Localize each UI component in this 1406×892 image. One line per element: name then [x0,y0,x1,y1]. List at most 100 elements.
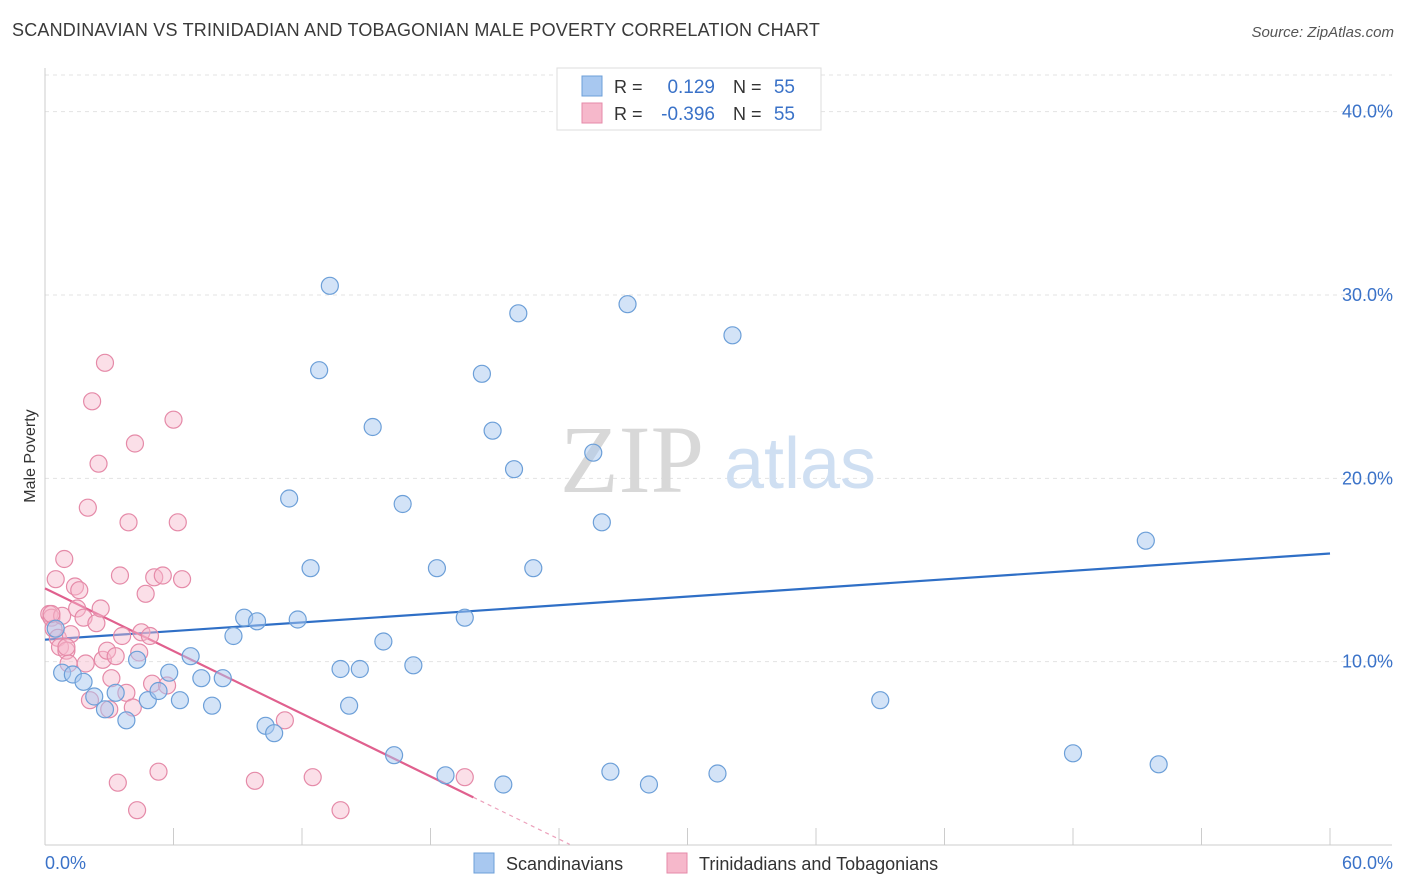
y-tick-label: 40.0% [1342,102,1393,122]
trinidadian-point [106,647,125,666]
scandinavian-point [374,632,393,651]
scandinavian-point [310,361,329,380]
scandinavian-point [494,775,513,794]
trinidadian-point [76,654,95,673]
watermark-atlas: atlas [724,424,876,504]
legend-swatch-trinidadians [666,852,688,874]
trinidadian-point [331,801,350,820]
trinidadian-point [164,410,183,429]
trinidadian-point [119,513,138,532]
y-tick-label: 10.0% [1342,652,1393,672]
x-tick-label: 60.0% [1342,853,1393,873]
scandinavian-point [170,691,190,710]
trinidadian-trend-line [44,587,474,799]
scandinavian-point [404,656,423,675]
y-tick-label: 20.0% [1342,468,1393,488]
trinidadian-point [70,581,89,600]
trinidadian-point [57,637,76,657]
scandinavian-point [427,559,447,578]
trinidadian-point [136,584,155,603]
scandinavian-point [384,746,404,765]
scandinavian-point [1136,531,1155,550]
trinidadian-point [78,498,97,517]
scandinavian-point [224,626,243,646]
source-credit: Source: ZipAtlas.com [1251,24,1394,41]
scandinavian-point [74,672,93,691]
trinidadian-point [95,353,115,372]
trinidadian-point [140,626,160,646]
scandinavian-point [871,691,890,710]
stats-r-label-2: R = [614,104,643,124]
scandinavian-trend-line [44,552,1331,641]
stats-legend: R = 0.129 N = 55 R = -0.396 N = 55 [556,67,822,131]
scandinavian-point [592,513,611,532]
scandinavian-point [95,700,115,719]
trinidadian-point [91,599,110,618]
scandinavian-point [202,696,222,715]
scandinavian-point [117,711,136,730]
chart-title: SCANDINAVIAN VS TRINIDADIAN AND TOBAGONI… [12,20,821,40]
y-tick-label: 30.0% [1342,285,1393,305]
scandinavian-point [320,276,339,295]
trinidadian-point [68,599,87,618]
scandinavian-point [247,612,267,631]
scandinavian-point [723,326,742,345]
scandinavian-point [280,489,299,508]
scandinavian-point [265,724,284,743]
scandinavian-point [106,683,125,702]
stats-n-value-1: 55 [774,77,795,98]
scandinavian-point [127,650,147,669]
scandinavian-point [149,681,168,701]
trinidadian-point [245,771,264,790]
trinidadian-trend-extension [473,796,570,845]
scandinavian-point [1063,744,1083,763]
scandinavian-point [340,696,359,715]
scandinavian-point [393,494,412,514]
scandinavian-point [46,619,65,638]
trinidadian-point [303,768,322,787]
trinidadian-point [455,768,474,787]
trinidadian-point [110,566,130,585]
trinidadian-point [172,570,192,589]
legend-label-scandinavians: Scandinavians [506,854,623,874]
y-axis-label: Male Poverty [22,409,39,502]
trinidadian-point [153,566,172,585]
scandinavian-point [181,647,200,666]
trinidadian-point [125,434,145,453]
scandinavian-point [350,659,369,679]
legend-label-trinidadians: Trinidadians and Tobagonians [699,854,938,874]
scandinavian-point [584,443,603,462]
legend-swatch-scandinavians [473,852,495,874]
stats-r-label-1: R = [614,77,643,97]
scandinavian-point [301,559,320,578]
stats-swatch-blue [581,75,603,97]
watermark: ZIP atlas [560,406,876,513]
axes [44,68,1392,846]
trinidadian-point [149,762,168,781]
points-trinidadians [40,353,474,820]
scandinavian-point [483,421,502,440]
stats-n-label-2: N = [733,104,762,124]
scandinavian-point [524,559,543,578]
scandinavian-point [455,608,474,627]
points-scandinavians [46,276,1168,794]
scandinavian-point [331,659,350,679]
stats-r-value-2: -0.396 [661,104,715,125]
trinidadian-point [108,773,127,792]
scandinavian-point [1149,755,1168,774]
trinidadian-point [83,392,102,411]
tick-labels: 10.0% 20.0% 30.0% 40.0% 0.0% 60.0% [45,102,1393,873]
bottom-legend: Scandinavians Trinidadians and Tobagonia… [473,852,938,874]
trinidadian-point [112,626,132,646]
scandinavian-point [436,766,455,785]
watermark-zip: ZIP [560,406,704,513]
stats-n-value-2: 55 [774,104,795,125]
stats-swatch-pink [581,102,603,124]
scandinavian-point [160,663,179,682]
scandinavian-point [708,764,727,783]
scandinavian-point [288,610,307,629]
trinidadian-point [46,570,65,589]
scandinavian-point [504,460,524,479]
scandinavian-point [85,687,104,706]
